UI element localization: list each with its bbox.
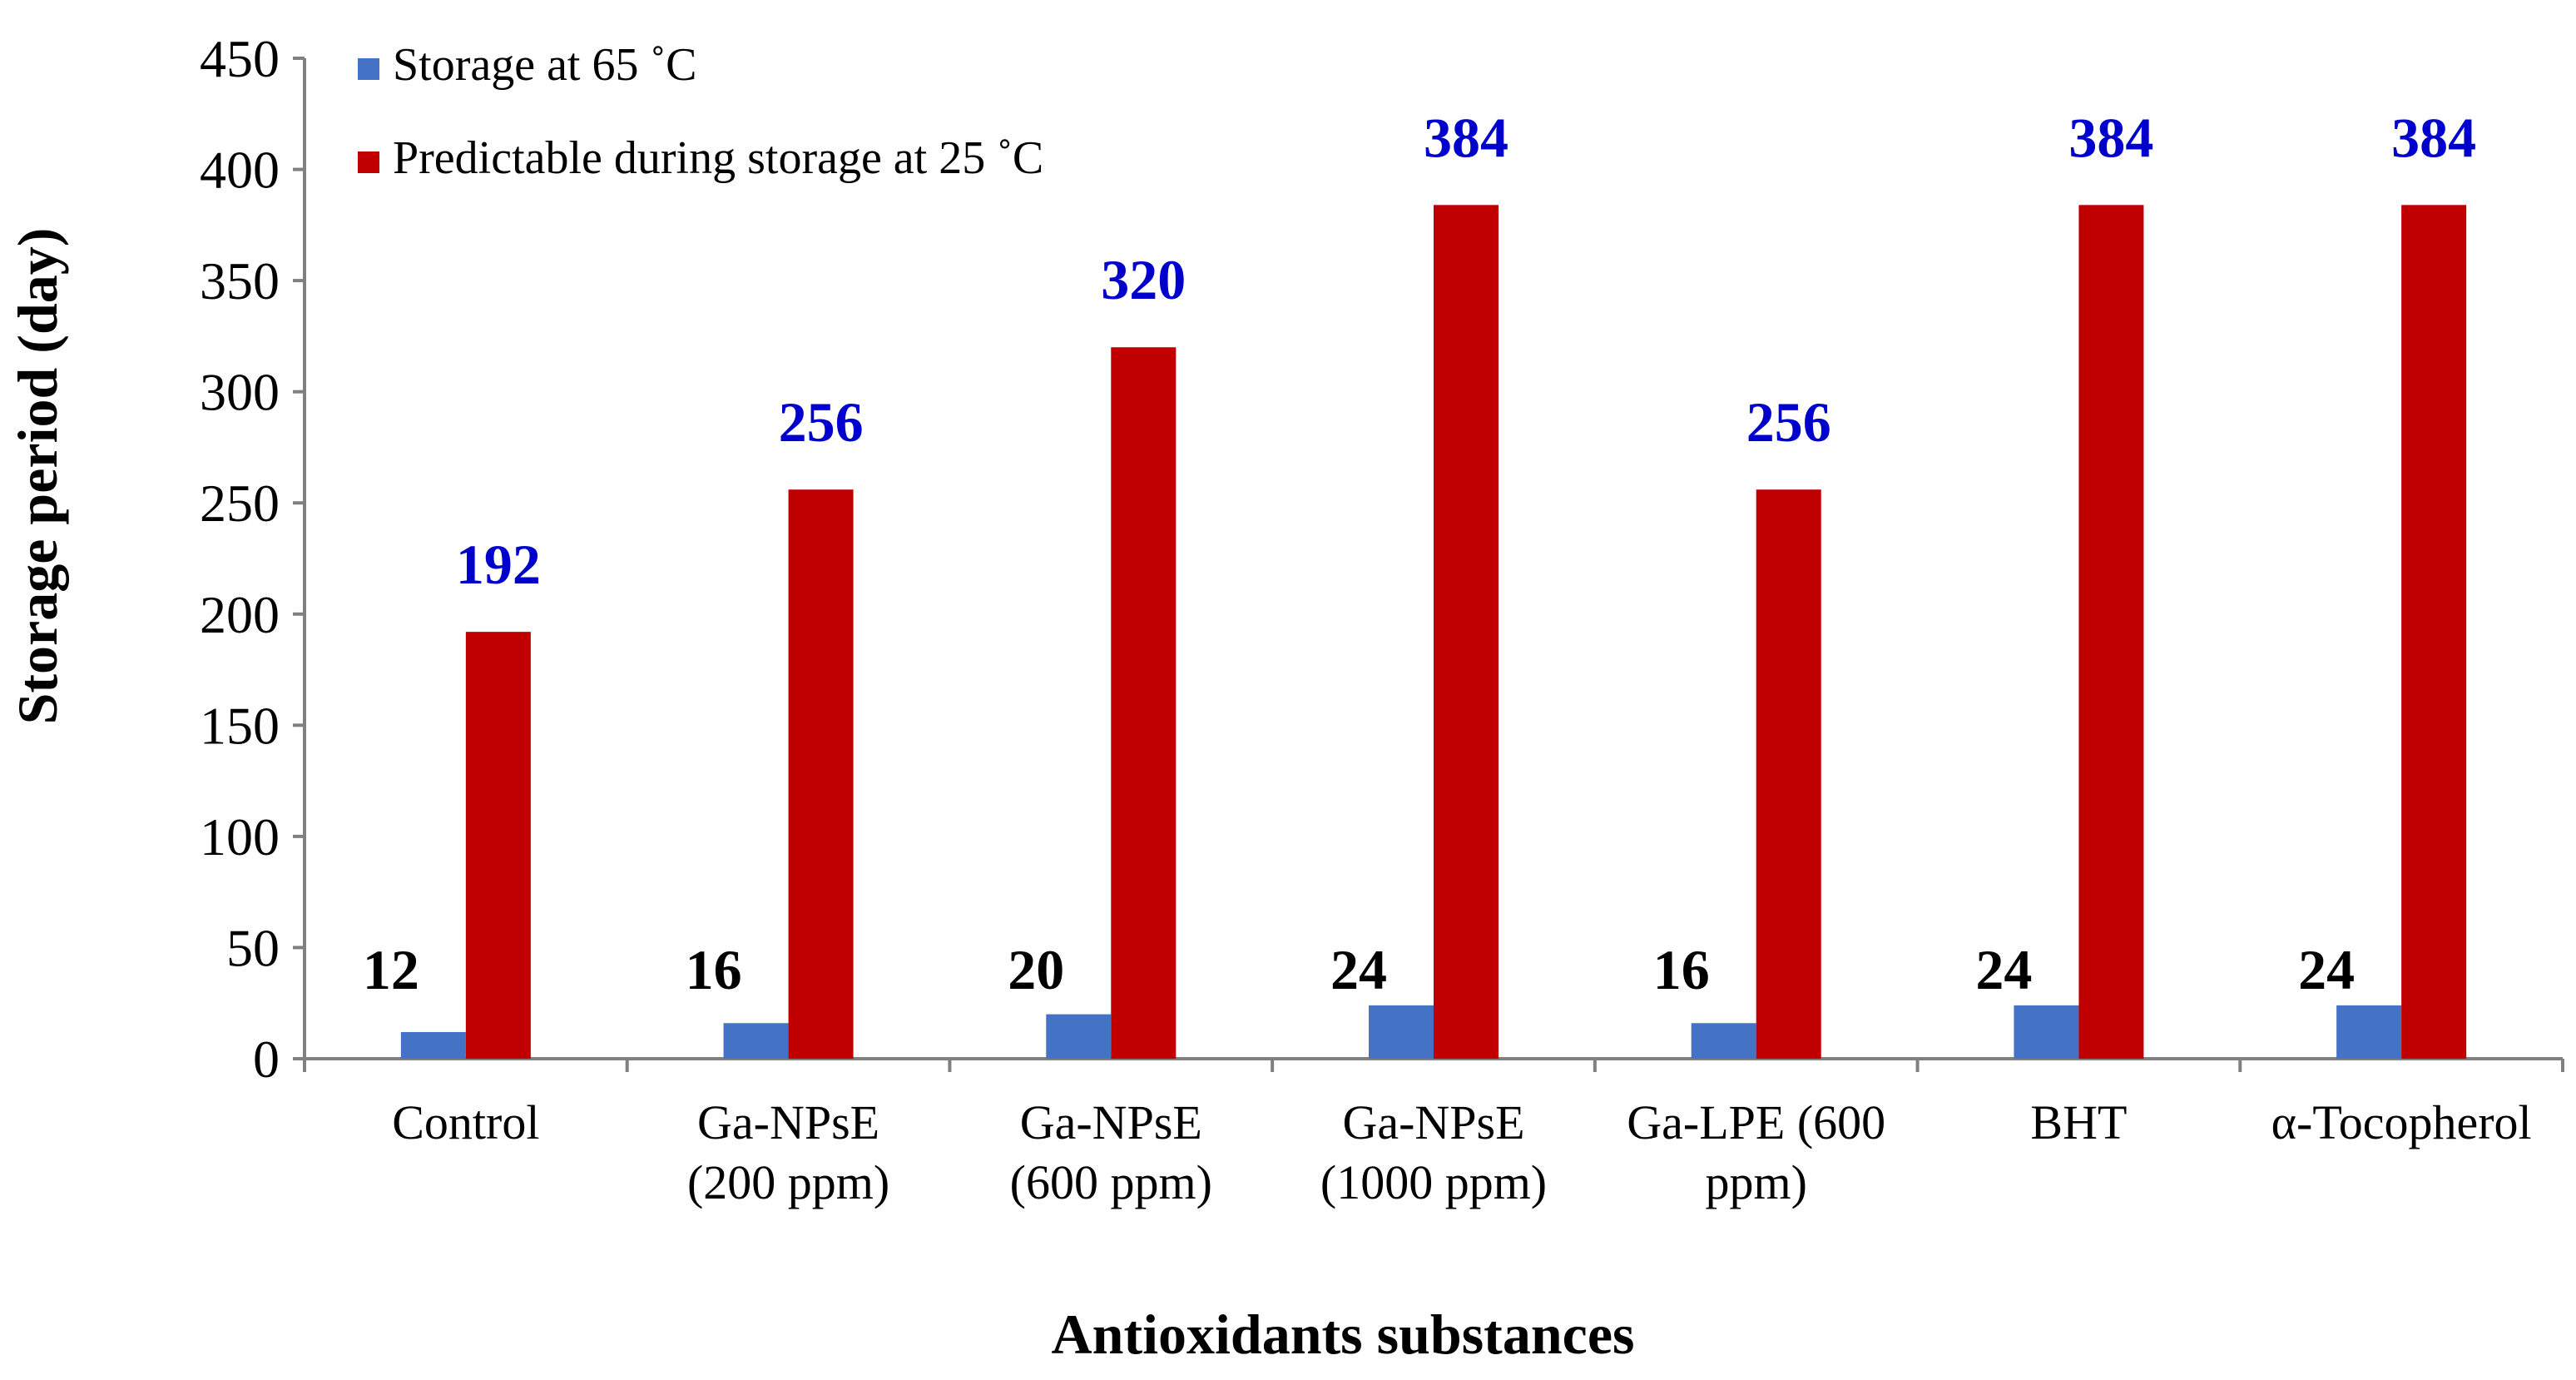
y-tick-label: 450 [200,29,280,88]
data-label: 12 [363,938,419,1001]
bar [2078,205,2144,1059]
bar [788,489,854,1059]
x-tick-label-line: Ga-NPsE [1342,1095,1524,1149]
x-tick-label: Ga-NPsE (1000 ppm) [1320,1095,1547,1209]
bar [2014,1005,2079,1059]
bar [1111,347,1177,1059]
legend-label: Storage at 65 ˚C [393,39,696,91]
y-tick-label: 400 [200,141,280,200]
x-tick-label-line: (1000 ppm) [1320,1155,1547,1209]
x-tick-label-line: Ga-NPsE [1020,1095,1202,1149]
bar [2401,205,2467,1059]
bar [723,1023,789,1059]
x-tick-label-line: (600 ppm) [1010,1155,1212,1209]
data-label: 256 [1746,390,1831,454]
x-tick-label-line: Ga-NPsE [697,1095,879,1149]
legend: Storage at 65 ˚C Predictable during stora… [358,39,1043,184]
legend-swatch [358,151,379,173]
bar [1369,1005,1434,1059]
x-tick-label: Ga-LPE (600 ppm) [1627,1095,1885,1209]
y-tick-label: 0 [253,1030,280,1089]
bar [1691,1023,1756,1059]
y-tick-label: 250 [200,474,280,533]
data-label: 384 [1424,106,1508,169]
x-tick-label-line: α-Tocopherol [2271,1095,2532,1149]
bar [1434,205,1499,1059]
y-tick-label: 100 [200,807,280,866]
y-axis: 0 50 100 150 200 250 300 350 400 450 [200,29,306,1089]
data-label: 24 [2298,938,2355,1001]
bar [2336,1005,2402,1059]
data-label: 320 [1101,248,1186,311]
x-tick-label-line: (200 ppm) [687,1155,889,1209]
bar [465,632,531,1059]
y-tick-label: 300 [200,363,280,422]
x-tick-label: Ga-NPsE (200 ppm) [687,1095,889,1209]
legend-swatch [358,58,379,80]
data-labels: 12 16 20 24 16 24 24 192 256 320 384 256 384 384 [363,106,2476,1001]
x-tick-label: α-Tocopherol [2271,1095,2532,1149]
y-tick-label: 200 [200,585,280,644]
bar [1046,1014,1112,1059]
x-tick-label: BHT [2030,1095,2127,1149]
bars [400,205,2467,1059]
bar [1756,489,1821,1059]
data-label: 16 [686,938,742,1001]
x-axis-title: Antioxidants substances [1052,1303,1635,1366]
data-label: 384 [2391,106,2476,169]
data-label: 20 [1008,938,1064,1001]
x-tick-label-line: Ga-LPE (600 [1627,1095,1885,1149]
y-axis-title: Storage period (day) [6,228,69,725]
bar [400,1031,466,1059]
data-label: 16 [1653,938,1710,1001]
x-axis: Control Ga-NPsE (200 ppm)Ga-NPsE (600 ppm)G… [303,1057,2564,1209]
x-tick-label: Control [392,1095,539,1149]
data-label: 24 [1975,938,2032,1001]
data-label: 384 [2068,106,2153,169]
x-tick-label-line: BHT [2030,1095,2127,1149]
y-tick-label: 350 [200,251,280,310]
y-tick-label: 50 [226,918,280,977]
x-tick-label: Ga-NPsE (600 ppm) [1010,1095,1212,1209]
y-axis-title-group: Storage period (day) [6,228,69,725]
data-label: 256 [779,390,864,454]
y-tick-label: 150 [200,696,280,755]
x-tick-label-line: Control [392,1095,539,1149]
legend-label: Predictable during storage at 25 ˚C [393,132,1043,184]
data-label: 24 [1330,938,1387,1001]
x-tick-label-line: ppm) [1705,1155,1806,1209]
data-label: 192 [456,533,541,596]
